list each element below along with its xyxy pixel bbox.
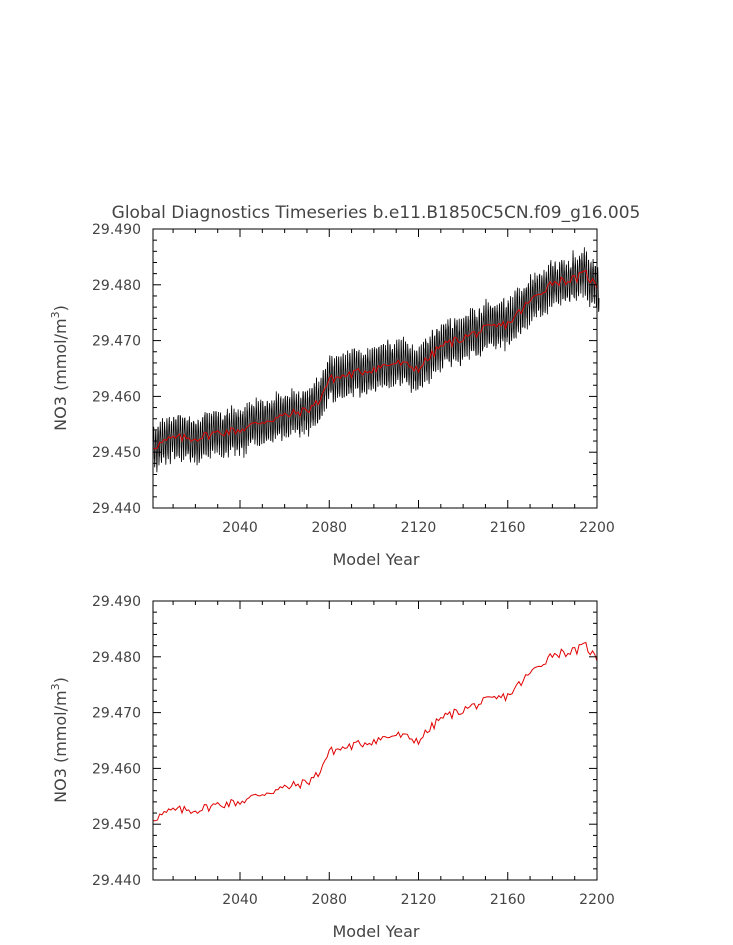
x-tick-label: 2160 (490, 892, 526, 908)
series-line-monthly (152, 247, 600, 473)
y-tick-label: 29.440 (92, 501, 141, 517)
x-tick-label: 2040 (222, 892, 258, 908)
series-line-annual-mean (152, 641, 598, 822)
y-axis-label-tail: ) (51, 305, 70, 311)
x-tick-label: 2080 (311, 520, 347, 536)
y-tick-label: 29.490 (92, 594, 141, 610)
y-tick-label: 29.490 (92, 222, 141, 238)
top-chart-ticks: 2040 2080 2120 2160 2200 29.440 29.450 29.460 29… (92, 222, 615, 536)
y-axis-label-main: NO3 (mmol/m (51, 318, 70, 430)
top-chart-frame (152, 228, 598, 509)
y-tick-label: 29.480 (92, 278, 141, 294)
bottom-chart-ticks: 2040 2080 2120 2160 2200 29.440 29.450 29.460 29… (92, 594, 615, 908)
x-tick-label: 2200 (579, 892, 615, 908)
y-axis-label-sup: 3 (49, 311, 62, 318)
y-tick-label: 29.460 (92, 389, 141, 405)
y-tick-label: 29.450 (92, 817, 141, 833)
y-tick-label: 29.440 (92, 873, 141, 889)
x-axis-label: Model Year (333, 922, 420, 941)
y-axis-label-tail: ) (51, 677, 70, 683)
x-tick-label: 2160 (490, 520, 526, 536)
y-tick-label: 29.470 (92, 706, 141, 722)
series-line-annual-mean (152, 269, 598, 450)
y-axis-label-sup: 3 (49, 683, 62, 690)
x-tick-label: 2040 (222, 520, 258, 536)
chart-title: Global Diagnostics Timeseries b.e11.B185… (112, 203, 641, 223)
bottom-chart-frame (152, 600, 598, 881)
y-tick-label: 29.460 (92, 761, 141, 777)
x-tick-label: 2120 (401, 520, 437, 536)
top-chart-series (152, 247, 600, 473)
y-tick-label: 29.470 (92, 334, 141, 350)
x-axis-label: Model Year (333, 550, 420, 569)
y-axis-label: NO3 (mmol/m3) (49, 305, 70, 431)
y-tick-label: 29.480 (92, 650, 141, 666)
y-axis-label: NO3 (mmol/m3) (49, 677, 70, 803)
y-tick-label: 29.450 (92, 445, 141, 461)
x-tick-label: 2120 (401, 892, 437, 908)
bottom-chart-series (152, 641, 598, 822)
bottom-chart: 2040 2080 2120 2160 2200 29.440 29.450 29.460 29… (49, 594, 615, 941)
top-chart: Global Diagnostics Timeseries b.e11.B185… (49, 203, 640, 569)
x-tick-label: 2200 (579, 520, 615, 536)
x-tick-label: 2080 (311, 892, 347, 908)
y-axis-label-main: NO3 (mmol/m (51, 690, 70, 802)
